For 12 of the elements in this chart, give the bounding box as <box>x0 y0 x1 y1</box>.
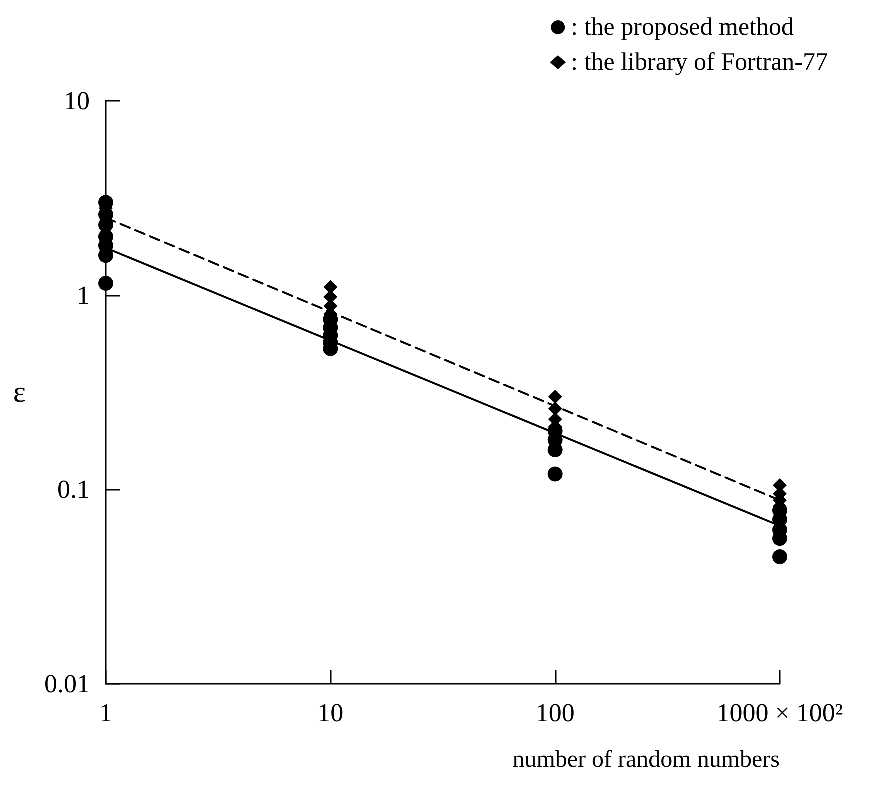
x-tick-label: 1 <box>100 698 112 728</box>
legend-label: : the proposed method <box>571 14 795 41</box>
legend-label: : the library of Fortran-77 <box>571 49 828 76</box>
x-tick-label: 10 <box>318 698 344 728</box>
y-tick-label: 1 <box>77 280 90 310</box>
x-tick-label: 100 <box>536 698 575 728</box>
y-axis-title: ε <box>13 376 26 409</box>
x-tick-label: 1000 × 100² <box>716 698 844 728</box>
x-axis-title: number of random numbers <box>512 747 780 773</box>
y-tick-label: 0.01 <box>44 670 90 698</box>
y-tick-label: 10 <box>64 86 90 116</box>
y-tick-label: 0.1 <box>58 475 90 504</box>
